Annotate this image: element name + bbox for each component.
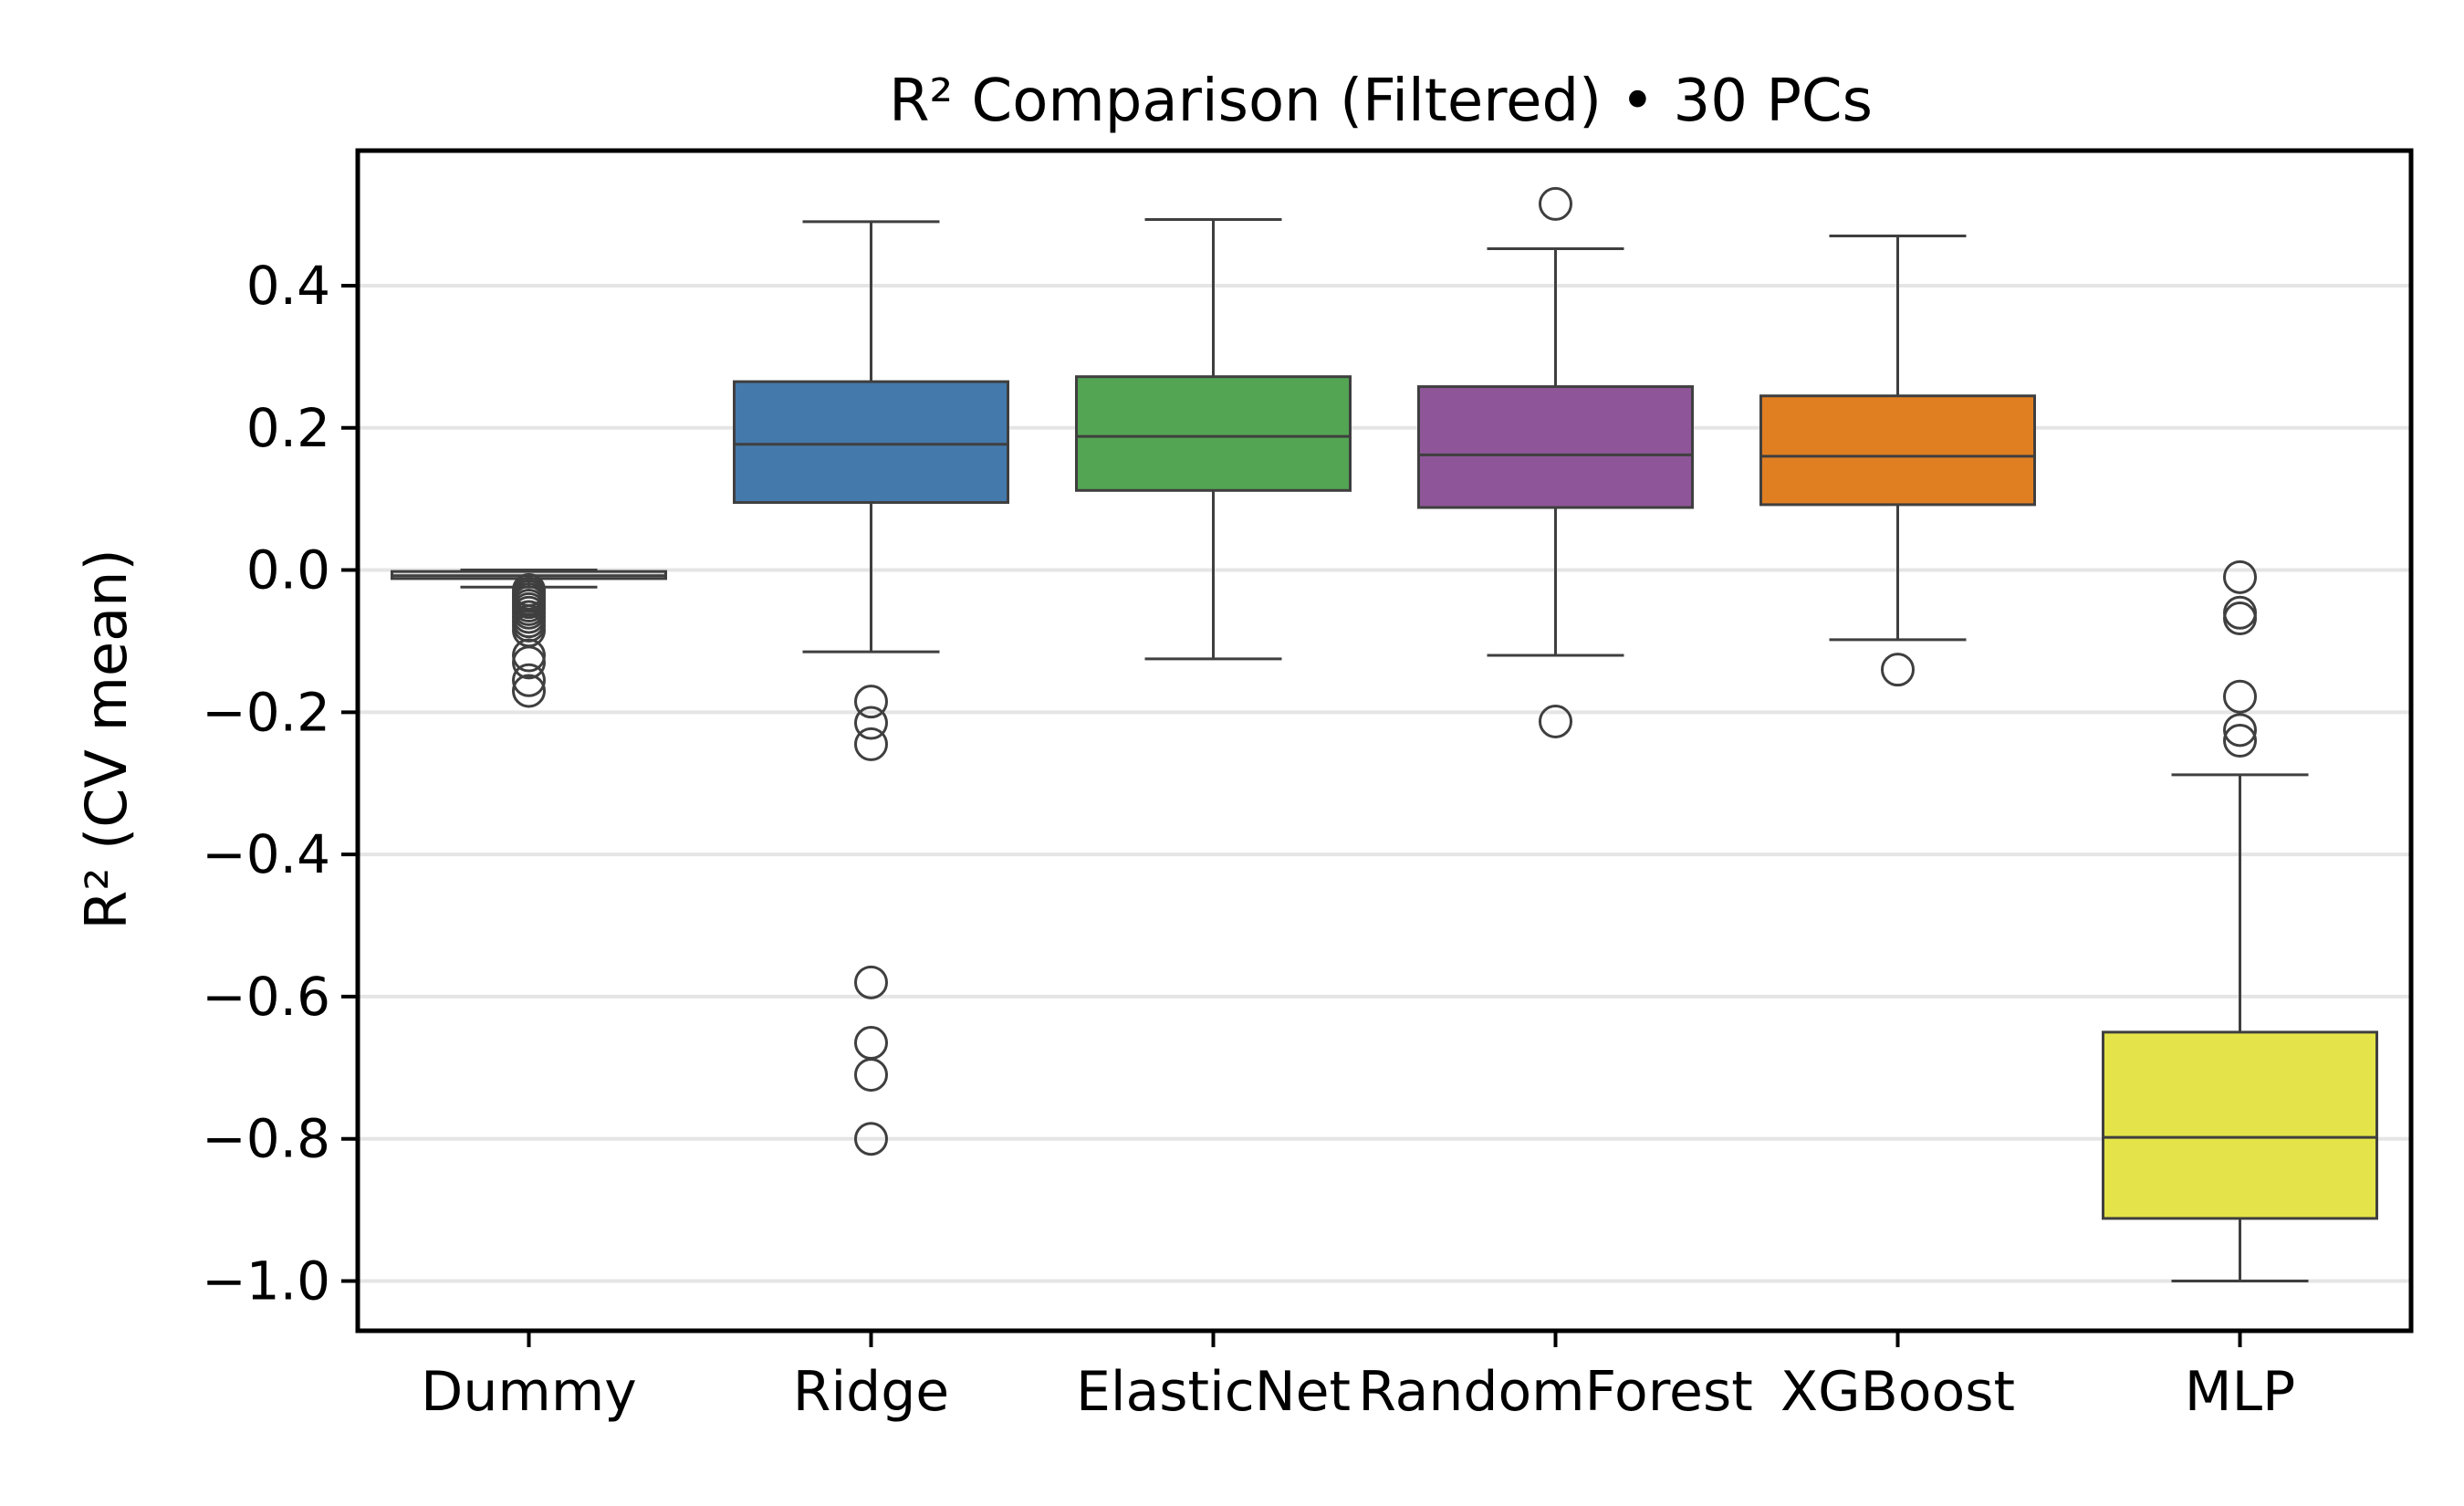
outlier-point bbox=[2223, 601, 2257, 636]
x-tick-label: Dummy bbox=[421, 1360, 637, 1424]
y-tick-label: 0.4 bbox=[246, 255, 330, 317]
outlier-point bbox=[512, 674, 546, 708]
y-tick-label: 0.0 bbox=[246, 539, 330, 601]
y-tick-label: −0.6 bbox=[202, 966, 330, 1028]
plot-frame bbox=[355, 148, 2414, 1333]
outlier-point bbox=[1881, 653, 1915, 687]
grid-lines bbox=[358, 283, 2411, 1283]
y-tick-label: −0.4 bbox=[202, 823, 330, 885]
iqr-box bbox=[733, 380, 1009, 505]
outlier-point bbox=[854, 1026, 888, 1061]
box-mlp bbox=[2102, 560, 2378, 1282]
outlier-point bbox=[2223, 724, 2257, 758]
outlier-point bbox=[2223, 679, 2257, 714]
y-tick-label: −1.0 bbox=[202, 1250, 330, 1312]
outlier-point bbox=[854, 727, 888, 761]
outlier-point bbox=[854, 706, 888, 740]
outlier-point bbox=[512, 645, 546, 680]
y-tick-label: −0.8 bbox=[202, 1108, 330, 1170]
box-elasticnet bbox=[1075, 218, 1352, 661]
iqr-box bbox=[2102, 1030, 2378, 1220]
x-tick-label: XGBoost bbox=[1780, 1360, 2015, 1424]
y-axis-label: R² (CV mean) bbox=[73, 549, 140, 929]
outlier-point bbox=[2223, 713, 2257, 748]
box-dummy bbox=[391, 569, 667, 708]
y-tick-label: 0.2 bbox=[246, 397, 330, 459]
y-axis-ticks: 0.4 0.2 0.0 −0.2 −0.4 −0.6 −0.8 −1.0 bbox=[202, 255, 358, 1312]
box-plots bbox=[391, 186, 2378, 1282]
iqr-box bbox=[1075, 375, 1352, 492]
x-tick-label: Ridge bbox=[793, 1360, 949, 1424]
outlier-point bbox=[1539, 186, 1572, 221]
outlier-point bbox=[1539, 704, 1572, 738]
box-ridge bbox=[733, 220, 1009, 1156]
x-tick-label: MLP bbox=[2185, 1360, 2295, 1424]
x-tick-label: RandomForest bbox=[1358, 1360, 1753, 1424]
outlier-point bbox=[854, 965, 888, 999]
outlier-point bbox=[854, 1058, 888, 1093]
outlier-point bbox=[2223, 560, 2257, 594]
x-axis-ticks: Dummy Ridge ElasticNet RandomForest XGBoost M… bbox=[421, 1331, 2295, 1424]
box-xgboost bbox=[1759, 234, 2036, 687]
outlier-point bbox=[512, 663, 546, 697]
outlier-point bbox=[512, 638, 546, 673]
x-tick-label: ElasticNet bbox=[1076, 1360, 1351, 1424]
box-randomforest bbox=[1417, 186, 1694, 738]
outlier-point bbox=[854, 685, 888, 719]
iqr-box bbox=[1759, 394, 2036, 507]
outlier-point bbox=[854, 1122, 888, 1156]
iqr-box bbox=[1417, 385, 1694, 509]
y-tick-label: −0.2 bbox=[202, 681, 330, 743]
chart-title: R² Comparison (Filtered) • 30 PCs bbox=[889, 68, 1873, 135]
